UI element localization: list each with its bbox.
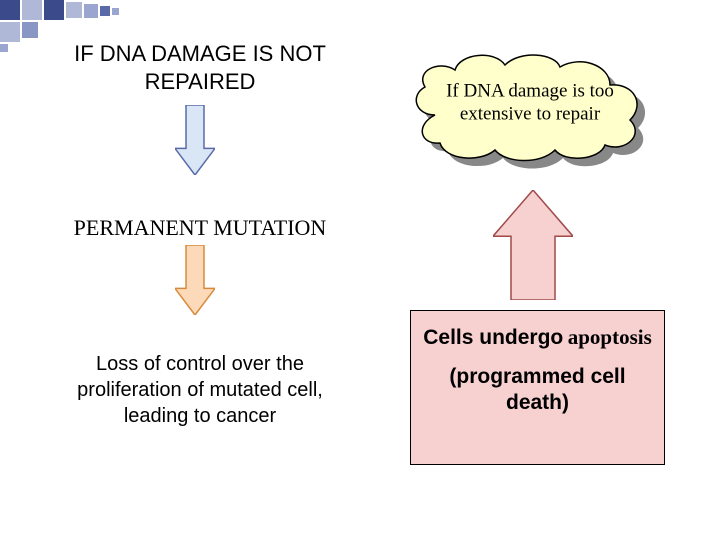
arrow-up — [493, 190, 573, 300]
cloud-callout: If DNA damage is too extensive to repair — [395, 45, 665, 165]
apoptosis-box: Cells undergo apoptosis (programmed cell… — [410, 310, 665, 465]
left-column: IF DNA DAMAGE IS NOT REPAIRED PERMANENT … — [50, 40, 350, 429]
arrow-down-2 — [175, 245, 215, 315]
box-line2: (programmed cell death) — [421, 364, 654, 417]
cloud-text: If DNA damage is too extensive to repair — [430, 79, 630, 127]
heading-not-repaired: IF DNA DAMAGE IS NOT REPAIRED — [50, 40, 350, 95]
box-line1a: Cells undergo — [423, 326, 563, 349]
heading-permanent-mutation: PERMANENT MUTATION — [50, 215, 350, 241]
text-cancer: Loss of control over the proliferation o… — [50, 351, 350, 429]
box-line1b: apoptosis — [568, 325, 652, 349]
arrow-down-1 — [175, 105, 215, 175]
